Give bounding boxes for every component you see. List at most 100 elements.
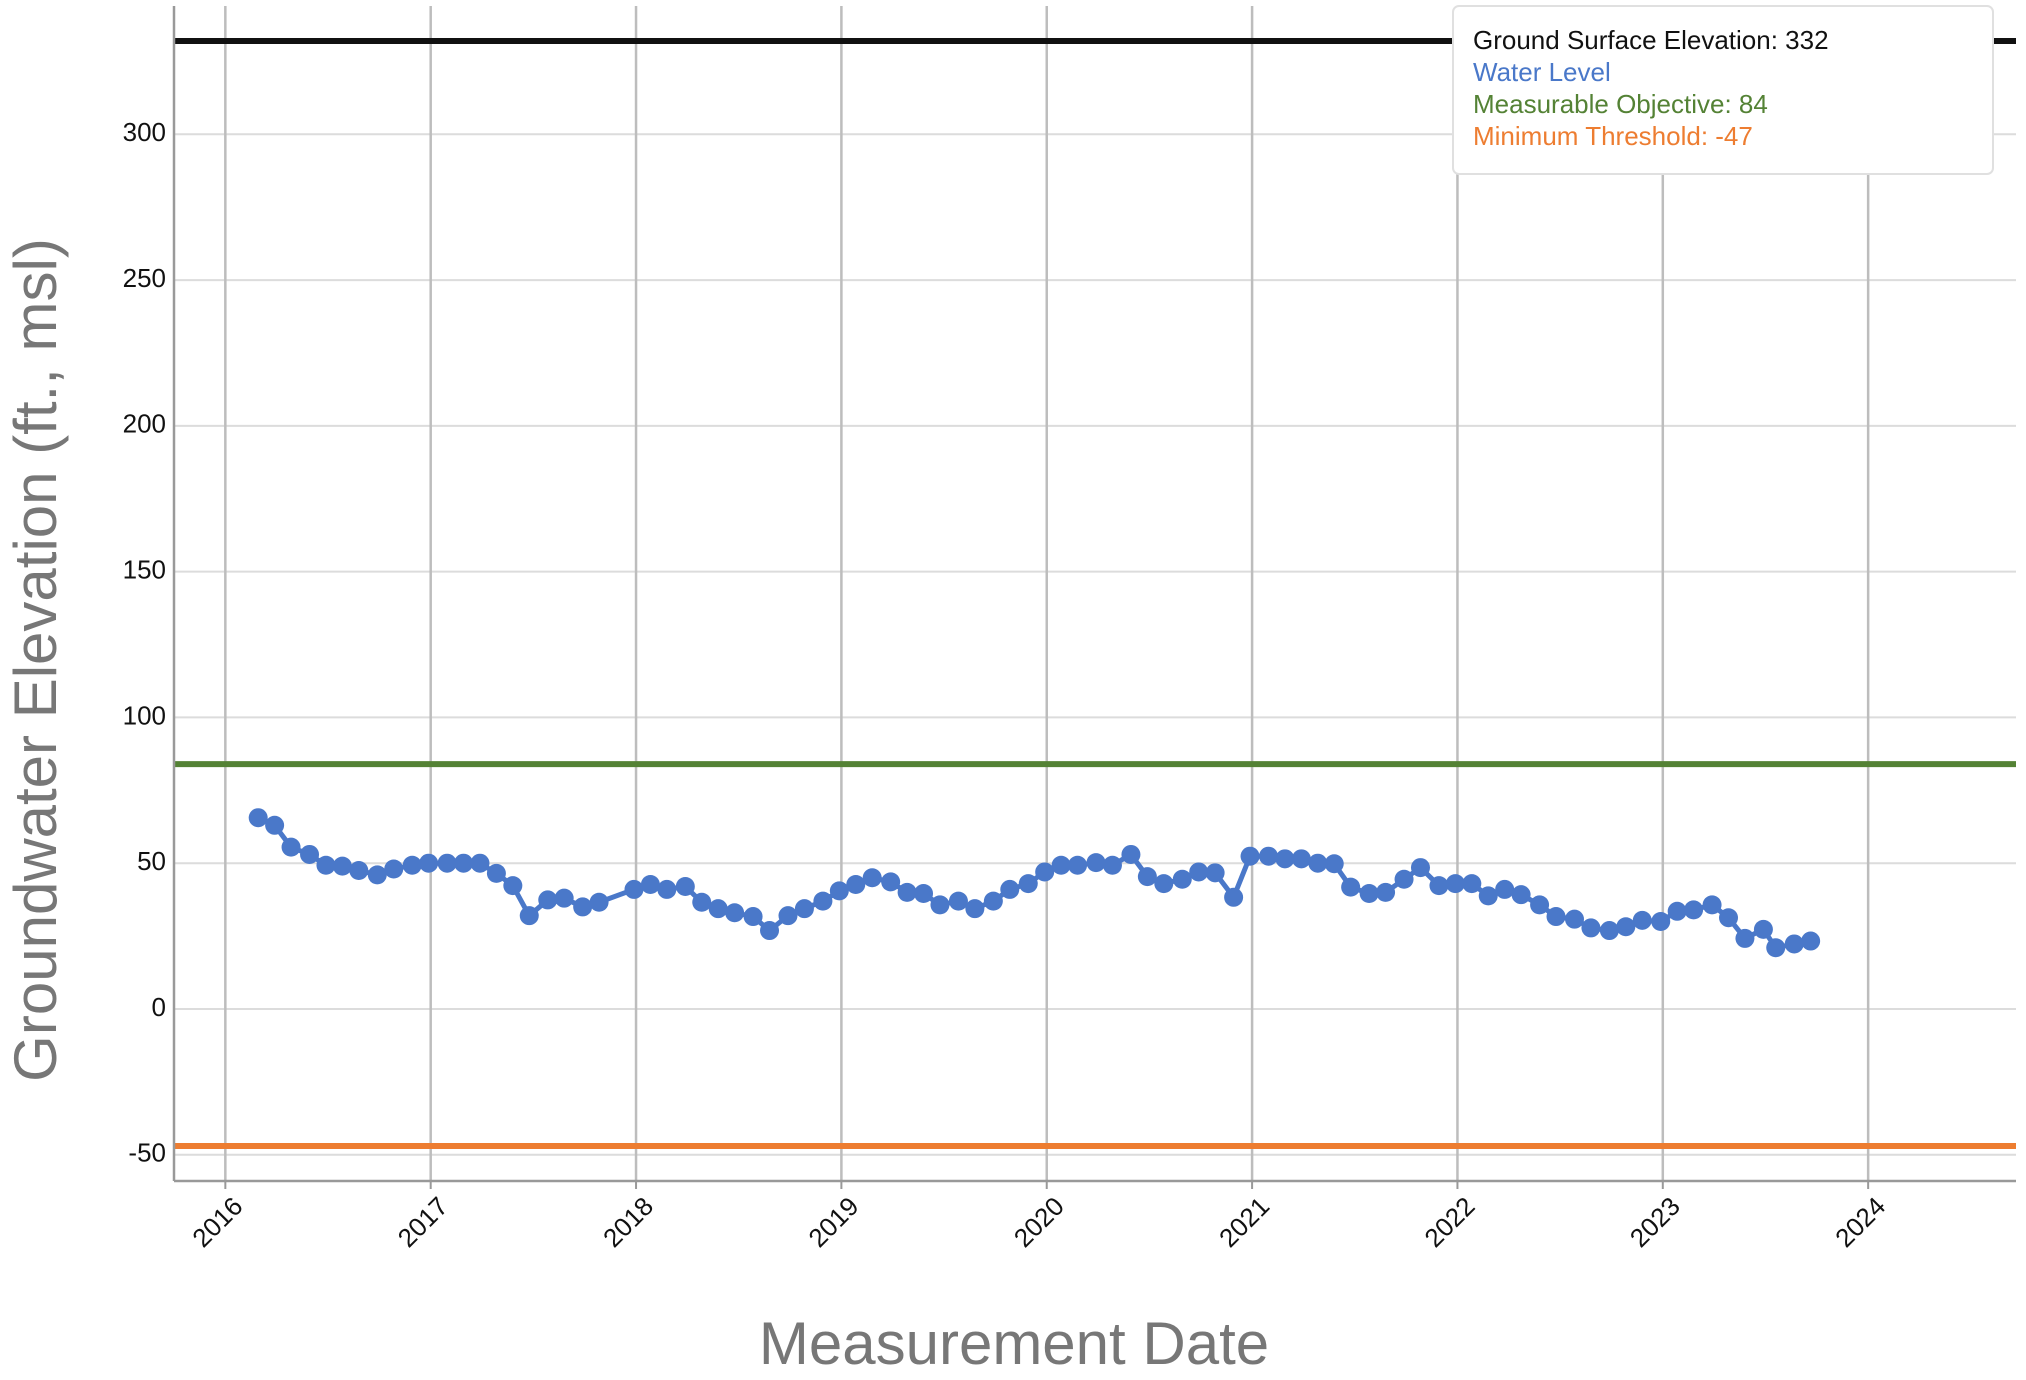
data-point	[486, 863, 506, 883]
data-point	[813, 891, 833, 911]
data-point	[554, 888, 574, 908]
data-point	[1429, 876, 1449, 896]
data-point	[1632, 910, 1652, 930]
data-point	[1259, 846, 1279, 866]
data-point	[332, 856, 352, 876]
data-point	[778, 906, 798, 926]
x-axis-title: Measurement Date	[759, 1310, 1269, 1377]
data-point	[1599, 921, 1619, 941]
data-point	[1495, 879, 1515, 899]
data-point	[1051, 855, 1071, 875]
data-point	[930, 895, 950, 915]
data-point	[640, 874, 660, 894]
data-point	[1000, 879, 1020, 899]
data-point	[743, 907, 763, 927]
data-point	[402, 855, 422, 875]
y-tick-label: 200	[123, 409, 166, 439]
data-point	[846, 874, 866, 894]
data-point	[897, 882, 917, 902]
y-tick-label: 150	[123, 555, 166, 585]
data-point	[881, 872, 901, 892]
legend-box	[1452, 5, 1994, 175]
data-point	[1291, 849, 1311, 869]
data-point	[1205, 863, 1225, 883]
data-point	[914, 884, 934, 904]
grid	[174, 6, 2016, 1181]
data-point	[384, 859, 404, 879]
data-point	[503, 876, 523, 896]
data-point	[1275, 849, 1295, 869]
data-point	[437, 853, 457, 873]
legend-entry: Minimum Threshold: -47	[1473, 121, 1753, 151]
data-point	[983, 891, 1003, 911]
data-point	[1530, 895, 1550, 915]
legend-entry: Water Level	[1473, 57, 1611, 87]
plot-area	[174, 37, 2016, 1150]
data-point	[1719, 908, 1739, 928]
data-point	[1784, 934, 1804, 954]
data-point	[965, 899, 985, 919]
data-point	[248, 808, 268, 828]
data-point	[1651, 912, 1671, 932]
data-point	[1766, 938, 1786, 958]
data-point	[573, 897, 593, 917]
y-tick-label: 100	[123, 700, 166, 730]
data-point	[794, 899, 814, 919]
data-point	[1359, 884, 1379, 904]
data-point	[1667, 901, 1687, 921]
data-point	[1102, 855, 1122, 875]
data-point	[1341, 877, 1361, 897]
y-tick-label: 300	[123, 117, 166, 147]
data-point	[349, 860, 369, 880]
data-point	[1564, 909, 1584, 929]
data-point	[1086, 853, 1106, 873]
data-point	[1801, 931, 1821, 951]
y-tick-label: 50	[137, 846, 166, 876]
data-point	[1581, 918, 1601, 938]
legend-entry: Ground Surface Elevation: 332	[1473, 25, 1829, 55]
data-point	[1068, 855, 1088, 875]
data-point	[862, 868, 882, 888]
data-point	[1224, 887, 1244, 907]
data-point	[708, 899, 728, 919]
data-point	[1308, 853, 1328, 873]
data-point	[1394, 869, 1414, 889]
data-point	[760, 921, 780, 941]
data-point	[1445, 874, 1465, 894]
data-point	[1735, 928, 1755, 948]
data-point	[725, 903, 745, 923]
data-point	[1018, 874, 1038, 894]
data-point	[1684, 900, 1704, 920]
y-tick-label: 250	[123, 263, 166, 293]
data-point	[692, 892, 712, 912]
data-point	[1410, 858, 1430, 878]
data-point	[1154, 874, 1174, 894]
data-point	[519, 906, 539, 926]
legend-entry: Measurable Objective: 84	[1473, 89, 1768, 119]
data-point	[1376, 882, 1396, 902]
data-point	[1478, 886, 1498, 906]
data-point	[1189, 862, 1209, 882]
data-point	[265, 815, 285, 835]
data-point	[1462, 874, 1482, 894]
data-point	[829, 881, 849, 901]
data-point	[1240, 846, 1260, 866]
data-point	[1121, 844, 1141, 864]
data-point	[470, 853, 490, 873]
data-point	[1137, 867, 1157, 887]
data-point	[281, 837, 301, 857]
data-point	[300, 844, 320, 864]
data-point	[589, 892, 609, 912]
data-point	[1753, 919, 1773, 939]
data-point	[657, 879, 677, 899]
data-point	[538, 890, 558, 910]
data-point	[316, 855, 336, 875]
data-point	[1702, 895, 1722, 915]
data-point	[1035, 862, 1055, 882]
data-point	[1546, 907, 1566, 927]
data-point	[1511, 885, 1531, 905]
y-tick-label: 0	[152, 992, 166, 1022]
